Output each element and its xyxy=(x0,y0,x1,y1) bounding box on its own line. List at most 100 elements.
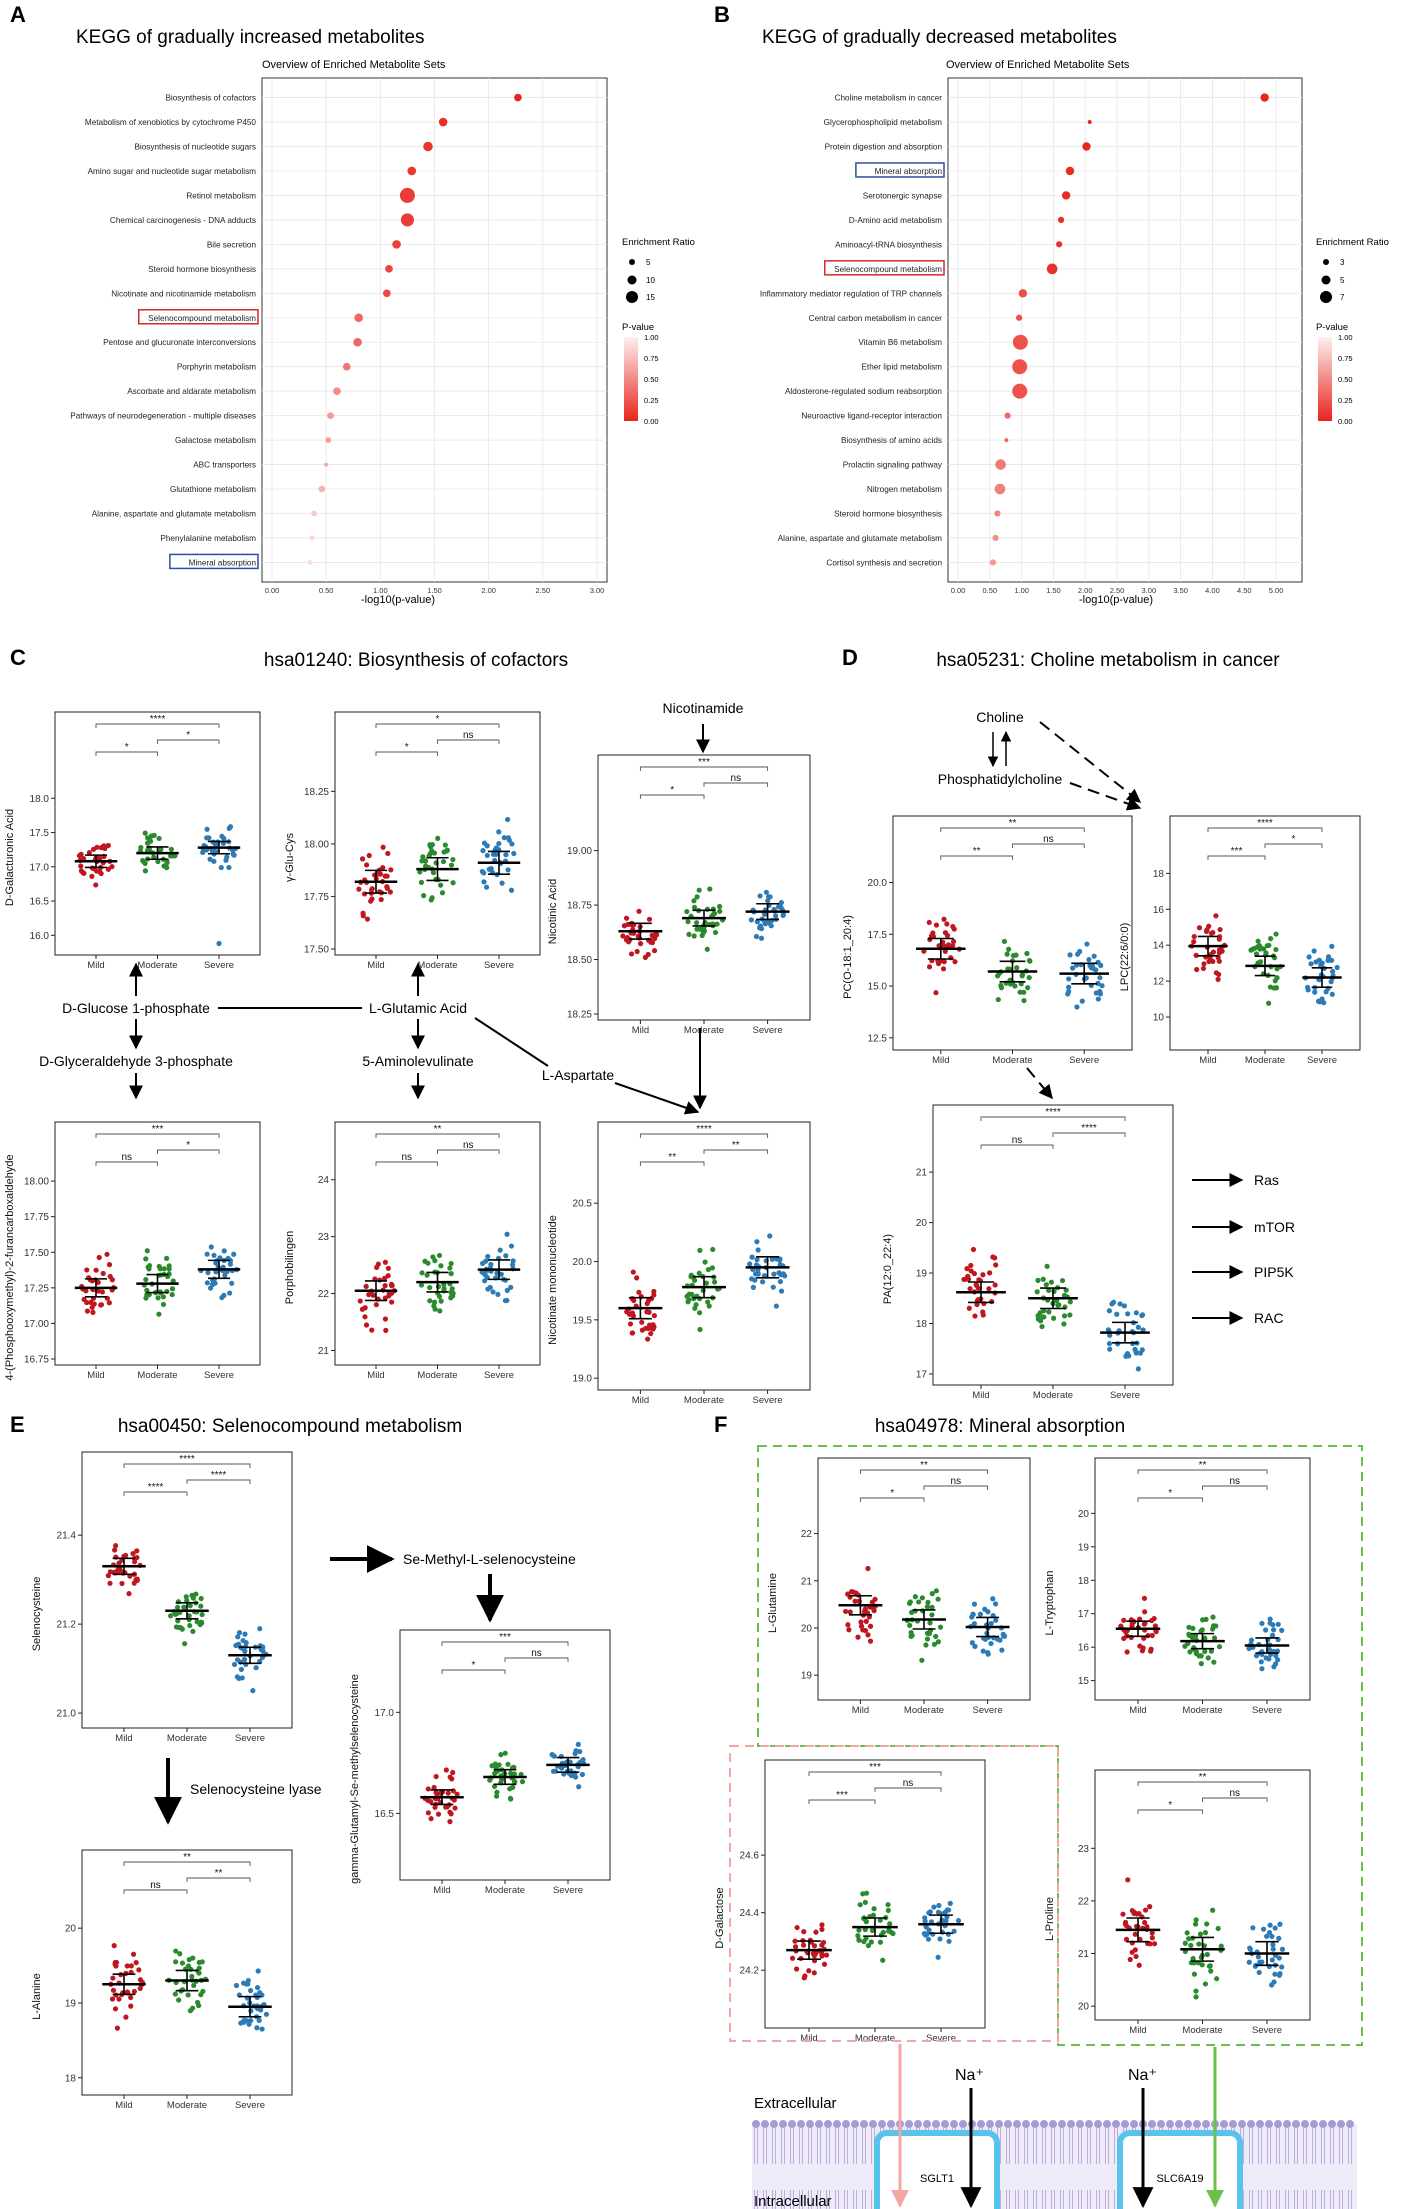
data-point xyxy=(1263,950,1269,956)
data-point xyxy=(110,1987,117,1993)
data-point xyxy=(248,2008,254,2014)
kegg-highlight-box xyxy=(855,162,945,178)
data-point xyxy=(1079,998,1085,1004)
data-point xyxy=(233,1982,240,1989)
dotplot-x-tick-label: Moderate xyxy=(485,1885,525,1896)
data-point xyxy=(933,1633,939,1640)
data-point xyxy=(993,1262,999,1268)
data-point xyxy=(503,852,509,858)
dotplot-y-axis-label: L-Alanine xyxy=(31,1973,43,2019)
lipid-head xyxy=(1013,2120,1021,2128)
data-point xyxy=(490,1289,496,1295)
data-point xyxy=(235,1634,241,1640)
significance-bracket xyxy=(123,1889,188,1894)
data-point xyxy=(686,1297,692,1303)
data-point xyxy=(919,1657,925,1663)
kegg-dot xyxy=(324,462,329,467)
dotplot-y-axis-label: D-Galacturonic Acid xyxy=(4,809,16,906)
kegg-category-label: ABC transporters xyxy=(193,461,256,470)
data-point xyxy=(168,1613,174,1619)
data-point xyxy=(1328,957,1335,963)
data-point xyxy=(931,1641,938,1647)
data-point xyxy=(944,921,950,927)
data-point xyxy=(436,1252,443,1259)
kegg-dot xyxy=(1018,289,1028,298)
data-point xyxy=(361,891,368,897)
data-point xyxy=(1140,1327,1146,1333)
dotplot-y-tick-label: 20 xyxy=(1078,1509,1090,1520)
data-point xyxy=(935,1596,941,1602)
significance-label: *** xyxy=(499,1632,511,1643)
data-point xyxy=(697,1326,703,1333)
data-point xyxy=(136,1967,142,1973)
significance-bracket xyxy=(859,1497,925,1502)
data-point xyxy=(181,1604,187,1610)
data-point xyxy=(234,1674,241,1680)
kegg-b-title: KEGG of gradually decreased metabolites xyxy=(762,27,1117,48)
data-point xyxy=(112,1547,118,1553)
kegg-panel-b: KEGG of gradually decreased metabolites … xyxy=(760,27,1389,606)
data-point xyxy=(1026,975,1032,981)
data-point xyxy=(437,1308,443,1314)
data-point xyxy=(773,1303,779,1309)
data-point xyxy=(359,1306,366,1312)
data-point xyxy=(425,1810,431,1816)
data-point xyxy=(143,1276,149,1283)
data-point xyxy=(856,1937,862,1943)
significance-bracket xyxy=(1207,855,1266,860)
dotplot-x-tick-label: Moderate xyxy=(167,2100,207,2111)
data-point xyxy=(1325,954,1332,960)
data-point xyxy=(887,1921,893,1927)
dotplot-x-tick-label: Severe xyxy=(235,1733,265,1744)
dotplot-y-tick-label: 14 xyxy=(1153,941,1165,952)
data-point xyxy=(778,1288,785,1294)
data-point xyxy=(1266,1000,1272,1006)
data-point xyxy=(1275,1621,1281,1627)
significance-bracket xyxy=(441,1641,569,1646)
data-point xyxy=(1151,1941,1158,1947)
significance-label: *** xyxy=(1231,846,1243,857)
dotplot-y-axis-label: 4-(Phosphooxymethyl)-2-furancarboxaldehy… xyxy=(4,1154,16,1380)
data-point xyxy=(621,923,627,929)
data-point xyxy=(970,1611,976,1618)
data-point xyxy=(646,1322,653,1328)
lipid-head xyxy=(941,2120,949,2128)
node-mtor: mTOR xyxy=(1254,1219,1295,1235)
dotplot-x-tick-label: Severe xyxy=(235,2100,265,2111)
dotplot-y-tick-label: 10 xyxy=(1153,1013,1165,1024)
data-point xyxy=(1213,913,1219,919)
data-point xyxy=(634,948,640,955)
significance-bracket xyxy=(980,1116,1126,1121)
data-point xyxy=(765,898,771,904)
data-point xyxy=(1204,1951,1210,1958)
data-point xyxy=(1258,1659,1264,1665)
data-point xyxy=(623,937,630,943)
data-point xyxy=(862,1899,868,1905)
data-point xyxy=(813,1929,819,1935)
data-point xyxy=(819,1922,825,1928)
kegg-dot xyxy=(514,93,522,102)
data-point xyxy=(1305,987,1311,993)
lipid-head xyxy=(1094,2120,1102,2128)
dotplot-y-axis-label: D-Galactose xyxy=(714,1887,726,1948)
significance-label: ** xyxy=(920,1460,928,1471)
dotplot-x-tick-label: Severe xyxy=(204,1370,234,1381)
data-point xyxy=(691,933,697,939)
dotplot-y-tick-label: 16.5 xyxy=(30,897,50,908)
data-point xyxy=(942,930,949,936)
data-point xyxy=(1261,946,1267,952)
data-point xyxy=(1124,1649,1130,1655)
data-point xyxy=(919,1595,925,1601)
data-point xyxy=(945,1931,951,1937)
data-point xyxy=(629,1296,635,1302)
data-point xyxy=(190,1955,196,1961)
data-point xyxy=(385,850,391,857)
data-point xyxy=(1218,1943,1224,1949)
dotplot-y-tick-label: 17.0 xyxy=(375,1708,395,1719)
data-point xyxy=(498,1271,504,1277)
dotplot-x-tick-label: Severe xyxy=(484,1370,514,1381)
data-point xyxy=(1187,1649,1193,1655)
data-point xyxy=(1117,1301,1123,1307)
dotplot-c6: 19.0 19.5 20.0 20.5 Mild Moderate Severe Nicoti… xyxy=(547,1121,811,1406)
significance-bracket xyxy=(1202,1797,1268,1802)
